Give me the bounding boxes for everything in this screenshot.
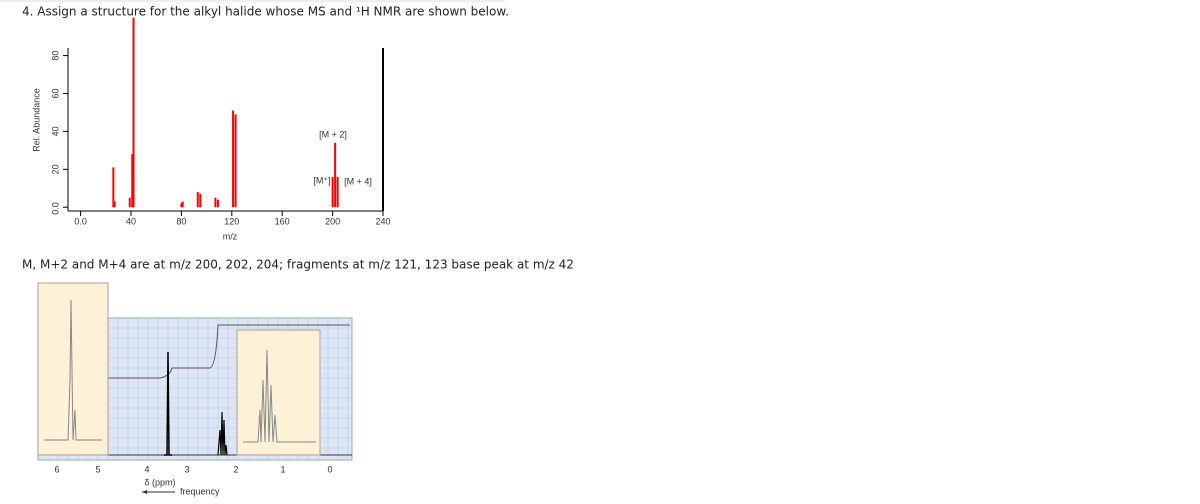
- nmr-direction: frequency: [180, 486, 220, 496]
- x-tick-label: 200: [325, 216, 340, 226]
- nmr-x-label: δ (ppm): [144, 477, 175, 487]
- nmr-tick-label: 2: [233, 464, 238, 474]
- y-axis-label: Rel. Abundance: [31, 88, 41, 152]
- nmr-tick-label: 4: [144, 464, 149, 474]
- nmr-tick-label: 1: [280, 464, 285, 474]
- y-tick-label: 80: [50, 51, 60, 61]
- question: 4. Assign a structure for the alkyl hali…: [22, 5, 509, 19]
- nmr-spectrum: δ (ppm) frequency: [37, 282, 353, 496]
- x-tick-label: 160: [275, 216, 290, 226]
- nmr-tick-label: 3: [184, 464, 189, 474]
- spectrum-peak: [199, 193, 202, 208]
- spectrum-peak: [112, 167, 115, 208]
- nmr-tick-label: 5: [95, 464, 100, 474]
- spectrum-peak: [181, 201, 184, 208]
- spectrum-peak: [128, 197, 131, 208]
- y-tick-label: 40: [50, 126, 60, 136]
- spectrum-peak: [180, 203, 183, 208]
- spectrum-peak: [216, 199, 219, 208]
- spectrum-peak: [232, 110, 235, 208]
- y-tick-label: 20: [50, 164, 60, 174]
- spectrum-peak: [132, 17, 135, 208]
- arrow-head: [142, 490, 147, 494]
- spectrum-peak: [196, 192, 199, 208]
- inset-right-peaks: [243, 349, 316, 443]
- spectrum-peak: [131, 154, 134, 208]
- y-tick-label: 60: [50, 88, 60, 98]
- nmr-singlet: [164, 351, 172, 456]
- nmr-tick-label: 0: [327, 464, 332, 474]
- x-axis-label: m/z: [223, 231, 238, 241]
- spectrum-peak: [234, 114, 237, 208]
- peak-annotation: [M⁺]: [313, 175, 330, 185]
- x-tick-label: 0.0: [74, 216, 87, 226]
- spectrum-peak: [334, 142, 337, 208]
- spectrum-peak: [336, 176, 339, 208]
- note: M, M+2 and M+4 are at m/z 200, 202, 204;…: [22, 258, 574, 272]
- spectrum-peak: [214, 197, 217, 208]
- inset-left-peak: [44, 299, 102, 441]
- x-tick-label: 40: [126, 216, 136, 226]
- inset-right: [236, 329, 321, 456]
- peak-annotation: [M + 2]: [319, 129, 347, 139]
- peak-annotation: [M + 4]: [344, 176, 372, 186]
- nmr-multiplet: [217, 411, 228, 456]
- nmr-tick-label: 6: [54, 464, 59, 474]
- x-tick-label: 240: [375, 216, 390, 226]
- x-tick-label: 120: [224, 216, 239, 226]
- x-tick-label: 80: [176, 216, 186, 226]
- y-tick-label: 0.0: [50, 202, 60, 215]
- spectrum-peak: [113, 201, 116, 208]
- integral-curve: [100, 324, 350, 379]
- spectrum-peak: [331, 176, 334, 208]
